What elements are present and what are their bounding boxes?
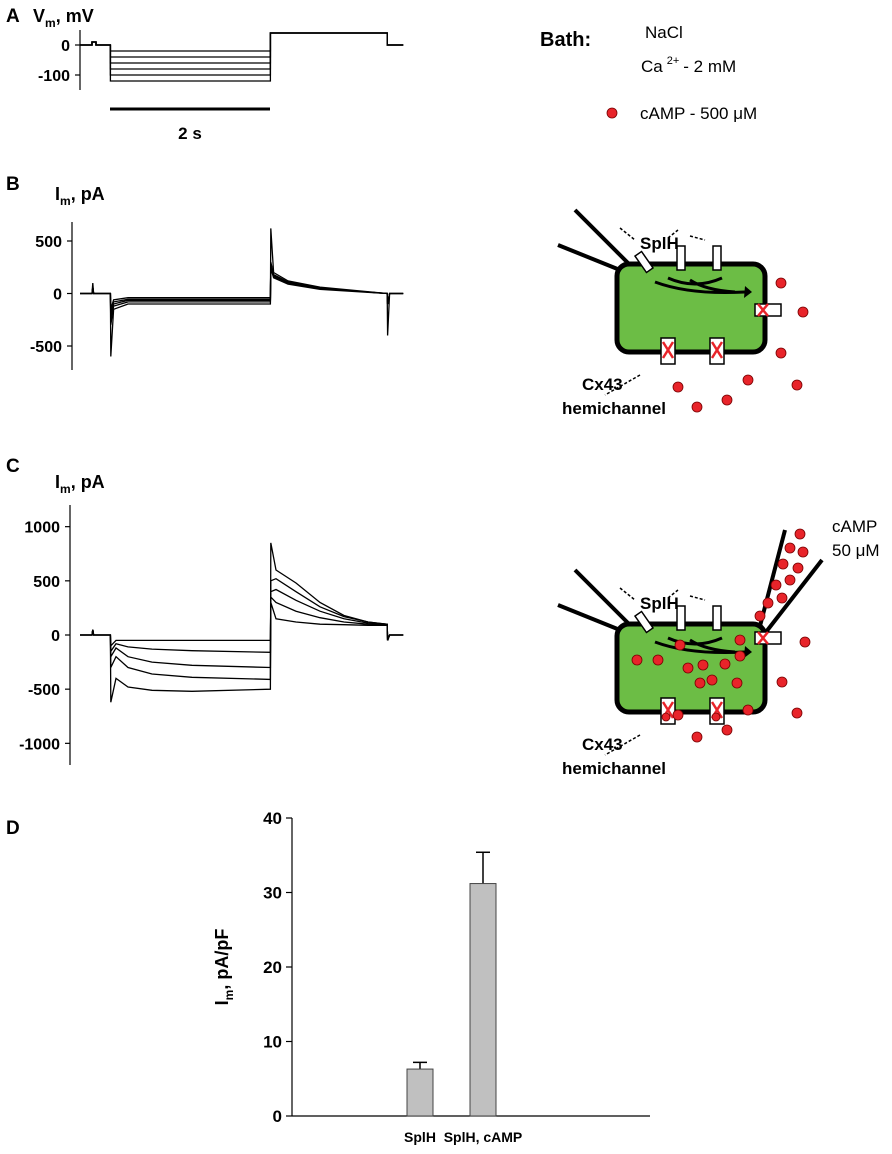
pipette	[573, 568, 634, 629]
y-axis-label: Im, pA	[55, 472, 105, 496]
bath-nacl: NaCl	[645, 23, 683, 42]
y-tick-label: 40	[263, 809, 282, 828]
channel	[676, 245, 686, 271]
trace	[80, 228, 404, 357]
panel-letter: C	[6, 456, 20, 477]
channel-label: SplH	[640, 594, 679, 613]
y-label-sub: m	[60, 194, 71, 208]
ca-rest: - 2 mM	[683, 57, 736, 76]
pipette	[557, 243, 621, 272]
y-label-rest: , pA/pF	[212, 929, 232, 990]
cell-diagram-b: SplH Cx43 hemichannel	[557, 208, 809, 418]
hemi-label: Cx43	[582, 375, 623, 394]
dotted-arrow	[604, 374, 641, 396]
y-axis-label: Im, pA/pF	[212, 929, 236, 1006]
channel	[633, 250, 655, 274]
pipette-label: 50 μM	[832, 541, 880, 560]
block-x	[661, 303, 769, 359]
panel-letter: A	[6, 6, 20, 27]
y-tick-label: 0	[273, 1107, 282, 1126]
bath-camp: cAMP - 500 μM	[640, 104, 757, 123]
trace	[80, 266, 404, 315]
dotted-arrow	[619, 587, 706, 601]
channel	[712, 605, 722, 631]
y-tick-label: -100	[38, 68, 70, 85]
y-label-rest: , mV	[56, 6, 94, 26]
panel-letter: B	[6, 174, 20, 195]
pipette	[573, 208, 634, 269]
y-tick-label: 20	[263, 958, 282, 977]
y-tick-label: 500	[33, 574, 60, 591]
y-tick-label: 10	[263, 1033, 282, 1052]
x-tick-label: SplH, cAMP	[444, 1129, 523, 1145]
bath-title: Bath:	[540, 29, 591, 51]
trace	[80, 32, 404, 58]
trace	[80, 577, 404, 681]
pipette-label: cAMP	[832, 517, 877, 536]
pipette	[758, 529, 787, 627]
y-label-rest: , pA	[71, 472, 105, 492]
y-label-rest: , pA	[71, 184, 105, 204]
y-label-sub: m	[222, 990, 236, 1001]
y-label-main: V	[33, 6, 45, 26]
dotted-arrow	[604, 734, 641, 756]
ca-sup: 2+	[667, 55, 680, 67]
hemi-label: hemichannel	[562, 399, 666, 418]
bar	[406, 1068, 434, 1117]
bar	[469, 883, 497, 1117]
pipette	[764, 558, 824, 634]
x-tick-label: SplH	[404, 1129, 436, 1145]
ca: Ca	[641, 57, 663, 76]
y-label-sub: m	[60, 482, 71, 496]
block-x	[661, 631, 769, 719]
hemi-label: Cx43	[582, 735, 623, 754]
y-label-main: I	[55, 184, 60, 204]
trace	[80, 32, 404, 64]
y-tick-label: -500	[28, 682, 60, 699]
arrowhead	[744, 646, 752, 658]
y-tick-label: 0	[61, 38, 70, 55]
y-tick-label: 500	[35, 234, 62, 251]
y-axis-label: Im, pA	[55, 184, 105, 208]
arrowhead	[744, 286, 752, 298]
channel	[712, 245, 722, 271]
trace	[80, 261, 404, 326]
trace	[80, 602, 404, 648]
y-label-main: I	[212, 1000, 232, 1005]
dotted-arrow	[619, 227, 706, 241]
y-tick-label: 30	[263, 884, 282, 903]
trace	[80, 268, 404, 310]
channel	[676, 605, 686, 631]
y-tick-label: 1000	[24, 520, 60, 537]
cell-diagram-c: SplH Cx43 hemichannel cAMP 50 μM	[557, 517, 880, 778]
hemi-label: hemichannel	[562, 759, 666, 778]
y-label-main: I	[55, 472, 60, 492]
y-axis-label: Vm, mV	[33, 6, 94, 30]
y-label-sub: m	[45, 16, 56, 30]
trace	[80, 588, 404, 669]
y-tick-label: -1000	[19, 736, 60, 753]
y-tick-label: -500	[30, 339, 62, 356]
channel-label: SplH	[640, 234, 679, 253]
flow-arrow	[654, 276, 746, 295]
cell	[614, 261, 768, 355]
channel	[633, 610, 655, 634]
camp-dot	[606, 107, 618, 119]
trace	[80, 32, 404, 52]
panel-letter: D	[6, 818, 20, 839]
scale-bar-label: 2 s	[178, 124, 202, 143]
flow-arrow	[654, 636, 746, 655]
y-tick-label: 0	[53, 287, 62, 304]
trace	[80, 542, 404, 703]
pipette	[557, 603, 621, 632]
y-tick-label: 0	[51, 628, 60, 645]
trace	[80, 32, 404, 82]
bath-ca: Ca 2+ - 2 mM	[641, 55, 736, 76]
